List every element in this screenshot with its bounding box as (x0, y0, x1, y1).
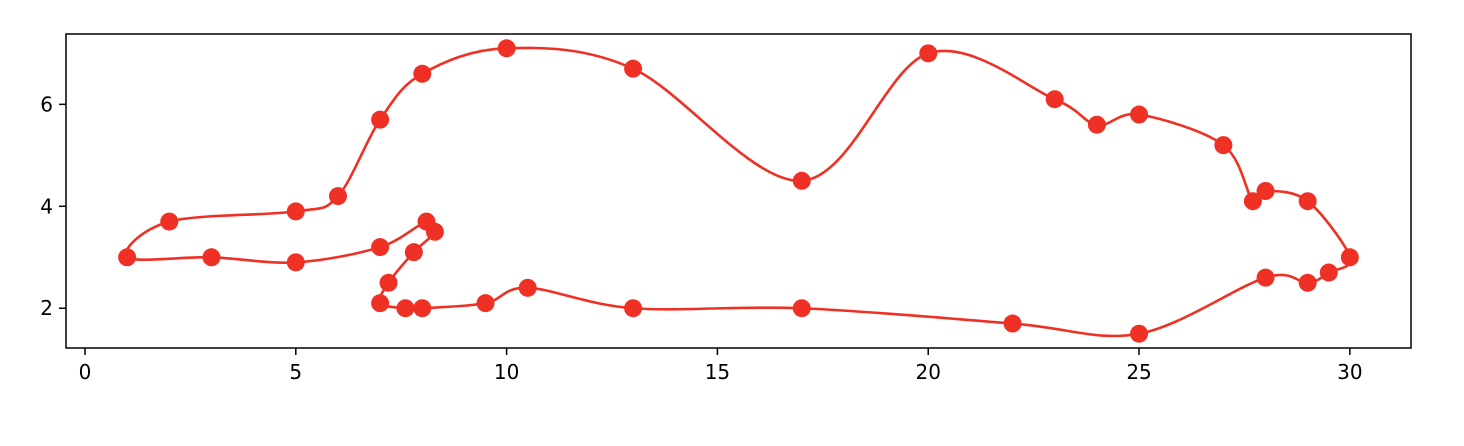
x-tick-label: 20 (916, 360, 941, 384)
y-axis: 2 4 6 (40, 92, 66, 320)
y-tick-label: 2 (40, 296, 53, 320)
plot-area (118, 39, 1359, 343)
data-point (371, 110, 390, 129)
data-point (1319, 263, 1338, 282)
x-tick-label: 25 (1126, 360, 1151, 384)
x-tick-label: 10 (494, 360, 519, 384)
data-point (286, 202, 305, 221)
data-point (1087, 115, 1106, 134)
data-point (497, 39, 516, 58)
data-point (1214, 136, 1233, 155)
data-point (202, 248, 221, 267)
data-point (413, 64, 432, 83)
data-point (624, 59, 643, 78)
data-point (518, 278, 537, 297)
data-point (1256, 182, 1275, 200)
x-tick-label: 30 (1337, 360, 1362, 384)
y-tick-label: 6 (40, 92, 53, 116)
data-point (476, 294, 495, 313)
data-point (1256, 268, 1275, 287)
data-point (328, 187, 347, 206)
y-tick-label: 4 (40, 194, 53, 218)
data-point (1130, 105, 1149, 124)
data-point (379, 273, 398, 292)
data-point (1003, 314, 1022, 333)
data-point (413, 299, 432, 318)
data-point (404, 243, 423, 262)
data-point (1243, 192, 1262, 211)
x-tick-label: 0 (79, 360, 92, 384)
data-point (1298, 273, 1317, 292)
data-point (919, 44, 938, 63)
data-point (160, 212, 179, 231)
data-point (1298, 192, 1317, 211)
data-point (417, 212, 436, 231)
data-point (1045, 90, 1064, 109)
data-point (792, 171, 811, 190)
series-line (124, 46, 1352, 338)
x-tick-label: 5 (289, 360, 302, 384)
x-axis: 0 5 10 15 20 25 30 (79, 348, 1363, 384)
x-tick-label: 15 (705, 360, 730, 384)
data-point (1130, 324, 1149, 343)
data-point (371, 294, 390, 313)
data-point (286, 253, 305, 272)
data-point (118, 248, 137, 267)
data-point (1340, 248, 1359, 267)
data-point (792, 299, 811, 318)
data-point (371, 238, 390, 257)
data-point (396, 299, 415, 318)
data-point (624, 299, 643, 318)
plot-frame (65, 33, 1412, 349)
